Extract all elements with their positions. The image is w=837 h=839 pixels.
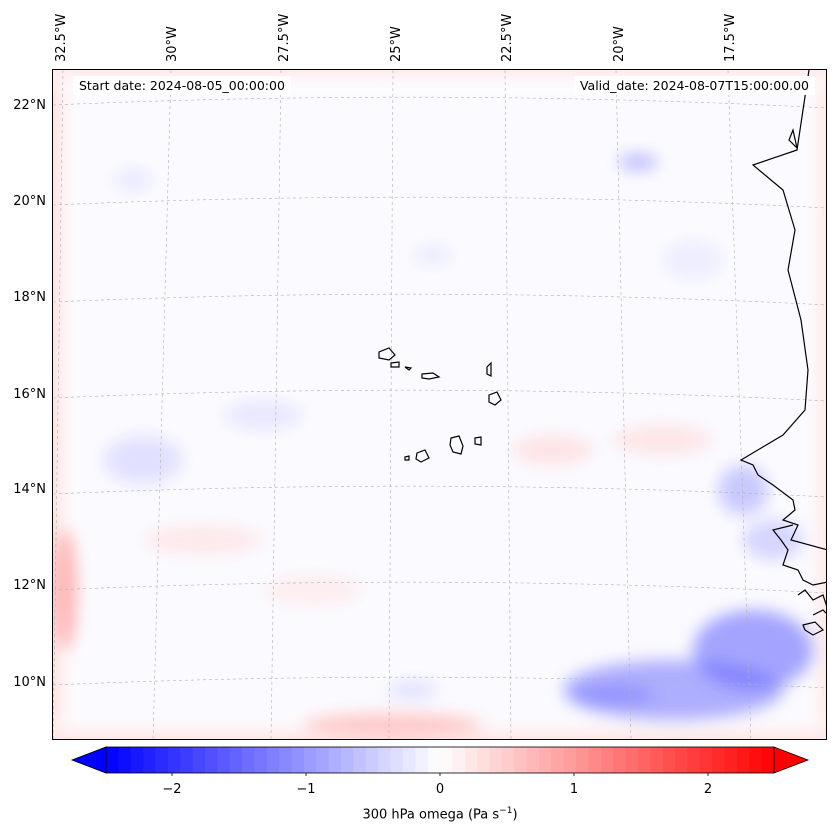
colorbar-cell (588, 747, 602, 773)
colorbar-cell (625, 747, 639, 773)
colorbar-cell (143, 747, 157, 773)
lon-label-30w: 30°W (165, 26, 180, 62)
colorbar-cell (180, 747, 194, 773)
lon-label-25w: 25°W (389, 26, 404, 62)
colorbar-cell (167, 747, 181, 773)
lon-label-27-5w: 27.5°W (277, 13, 292, 62)
colorbar-cell (600, 747, 614, 773)
colorbar-cell (328, 747, 342, 773)
colorbar-cell (452, 747, 466, 773)
graticule (53, 70, 826, 739)
colorbar-cell (229, 747, 243, 773)
colorbar-cell (353, 747, 367, 773)
omega-anomalies (53, 154, 813, 737)
valid-date-label: Valid_date: 2024-08-07T15:00:00.00 (573, 76, 815, 95)
colorbar-cell (489, 747, 503, 773)
lat-label-12n: 12°N (13, 578, 46, 593)
colorbar-tick-marks (171, 773, 709, 776)
colorbar-cell (130, 747, 144, 773)
colorbar-cell (242, 747, 256, 773)
map-panel (52, 69, 827, 740)
colorbar-cell (687, 747, 701, 773)
lon-label-22-5w: 22.5°W (500, 13, 515, 62)
colorbar-cell (378, 747, 392, 773)
lat-label-20n: 20°N (13, 194, 46, 209)
colorbar-cell (365, 747, 379, 773)
colorbar-cell (662, 747, 676, 773)
colorbar-cell (749, 747, 763, 773)
colorbar-cell (477, 747, 491, 773)
lon-label-32-5w: 32.5°W (54, 13, 69, 62)
lat-label-18n: 18°N (13, 290, 46, 305)
colorbar-cell (341, 747, 355, 773)
omega-field-map (53, 70, 826, 739)
colorbar (70, 746, 810, 776)
colorbar-cell (613, 747, 627, 773)
colorbar-cell (551, 747, 565, 773)
colorbar-cell (415, 747, 429, 773)
colorbar-cells (106, 747, 775, 773)
islands (378, 127, 798, 463)
colorbar-cell (576, 747, 590, 773)
colorbar-cell (712, 747, 726, 773)
start-date-label: Start date: 2024-08-05_00:00:00 (73, 76, 291, 95)
colorbar-cell (501, 747, 515, 773)
lat-label-22n: 22°N (13, 98, 46, 113)
colorbar-tick-1: 1 (569, 782, 579, 797)
colorbar-cell (440, 747, 453, 773)
colorbar-cell (650, 747, 664, 773)
colorbar-cell (279, 747, 293, 773)
colorbar-cell (514, 747, 528, 773)
colorbar-cell (699, 747, 713, 773)
colorbar-cell (254, 747, 268, 773)
colorbar-cell (526, 747, 540, 773)
colorbar-cell (390, 747, 404, 773)
field-background (53, 70, 826, 739)
colorbar-tick-neg1: −1 (296, 782, 316, 797)
colorbar-cell (192, 747, 206, 773)
lat-label-16n: 16°N (13, 387, 46, 402)
colorbar-cell (106, 747, 119, 773)
colorbar-cell (427, 747, 441, 773)
colorbar-cell (316, 747, 330, 773)
colorbar-tick-2: 2 (703, 782, 713, 797)
lon-label-17-5w: 17.5°W (723, 13, 738, 62)
lon-label-20w: 20°W (612, 26, 627, 62)
colorbar-cell (291, 747, 305, 773)
colorbar-cell (118, 747, 132, 773)
lat-label-14n: 14°N (13, 482, 46, 497)
colorbar-cell (724, 747, 738, 773)
lat-label-10n: 10°N (13, 675, 46, 690)
colorbar-max-extend (773, 746, 810, 774)
colorbar-label: 300 hPa omega (Pa s−1) (362, 806, 518, 823)
colorbar-cell (204, 747, 218, 773)
colorbar-tick-0: 0 (435, 782, 445, 797)
colorbar-cell (736, 747, 750, 773)
colorbar-cell (637, 747, 651, 773)
colorbar-tick-neg2: −2 (162, 782, 182, 797)
colorbar-cell (402, 747, 416, 773)
colorbar-cell (761, 747, 775, 773)
colorbar-cell (563, 747, 577, 773)
colorbar-cell (266, 747, 280, 773)
colorbar-cell (675, 747, 689, 773)
colorbar-cell (464, 747, 478, 773)
colorbar-cell (155, 747, 169, 773)
colorbar-cell (217, 747, 231, 773)
coastline (739, 70, 826, 636)
colorbar-cell (303, 747, 317, 773)
colorbar-min-extend (70, 746, 107, 774)
colorbar-cell (538, 747, 552, 773)
